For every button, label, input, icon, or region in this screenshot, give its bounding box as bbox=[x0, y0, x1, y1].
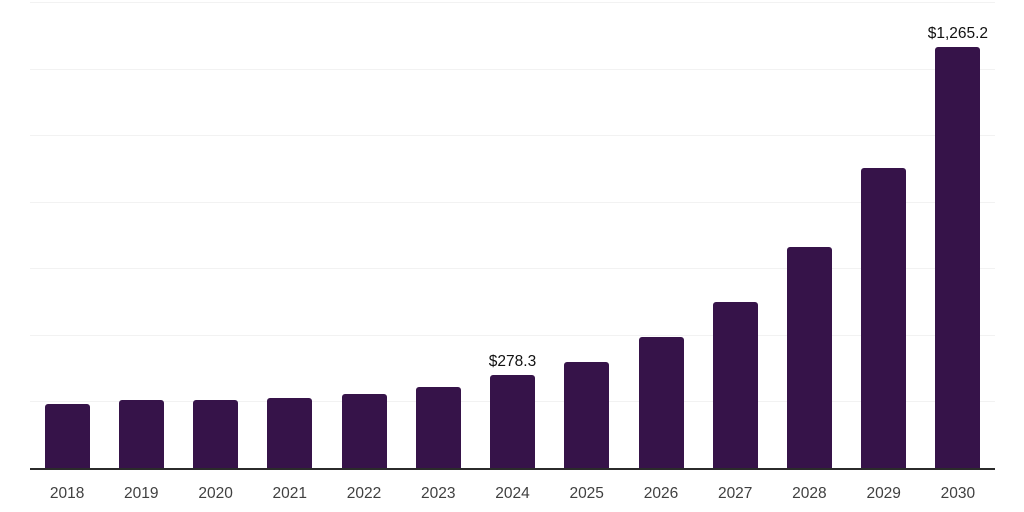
x-tick-2019: 2019 bbox=[124, 485, 159, 502]
gridline-800 bbox=[30, 201, 995, 203]
market-forecast-bar-chart: 2018 2019 2020 2021 2022 2023 2024 2025 2026 2027… bbox=[30, 0, 995, 512]
bar-2030 bbox=[935, 46, 981, 468]
gridline-400 bbox=[30, 334, 995, 336]
bar-2020 bbox=[193, 399, 239, 468]
value-label-2024: $278.3 bbox=[488, 353, 537, 371]
bar-2023 bbox=[415, 387, 461, 468]
bar-2028 bbox=[786, 247, 832, 468]
bar-2021 bbox=[267, 397, 313, 468]
x-tick-2020: 2020 bbox=[198, 485, 233, 502]
gridline-1200 bbox=[30, 68, 995, 70]
x-tick-2021: 2021 bbox=[272, 485, 308, 502]
bar-2019 bbox=[118, 400, 164, 468]
bar-2026 bbox=[638, 337, 684, 468]
bar-2025 bbox=[564, 361, 610, 468]
x-tick-2030: 2030 bbox=[940, 485, 976, 502]
x-tick-2024: 2024 bbox=[495, 485, 530, 502]
gridline-1400 bbox=[30, 2, 995, 3]
x-tick-2018: 2018 bbox=[49, 485, 85, 502]
gridline-600 bbox=[30, 268, 995, 270]
value-label-2030: $1,265.2 bbox=[927, 24, 989, 42]
x-tick-2028: 2028 bbox=[792, 485, 827, 502]
x-tick-2022: 2022 bbox=[346, 485, 382, 502]
x-tick-2029: 2029 bbox=[866, 485, 901, 502]
x-axis-line bbox=[30, 468, 995, 470]
x-tick-2025: 2025 bbox=[569, 485, 604, 502]
bar-2029 bbox=[861, 167, 907, 468]
bar-2024 bbox=[490, 375, 535, 468]
gridline-1000 bbox=[30, 135, 995, 137]
x-tick-2023: 2023 bbox=[421, 485, 456, 502]
bar-2018 bbox=[44, 403, 90, 468]
x-tick-2026: 2026 bbox=[643, 485, 679, 502]
bar-2022 bbox=[341, 393, 387, 468]
x-tick-2027: 2027 bbox=[717, 485, 753, 502]
bar-2027 bbox=[712, 301, 758, 468]
